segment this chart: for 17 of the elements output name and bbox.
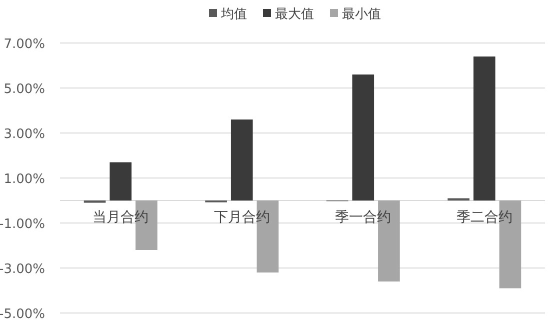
y-tick-label: 1.00%: [4, 172, 45, 187]
bar: [378, 200, 400, 282]
bar: [499, 200, 522, 288]
bar: [473, 56, 496, 200]
y-tick-label: 3.00%: [4, 127, 45, 142]
bar: [256, 200, 279, 272]
legend-label: 最大值: [275, 7, 314, 22]
y-tick-label: -1.00%: [0, 217, 45, 232]
bar: [110, 162, 132, 200]
legend-label: 均值: [220, 7, 247, 22]
y-tick-label: -5.00%: [0, 307, 45, 322]
y-tick-label: 5.00%: [4, 82, 45, 97]
y-tick-label: 7.00%: [4, 37, 45, 52]
legend-label: 最小值: [342, 7, 381, 22]
bar: [230, 120, 253, 200]
y-tick-label: -3.00%: [0, 262, 45, 277]
bar: [352, 74, 374, 200]
